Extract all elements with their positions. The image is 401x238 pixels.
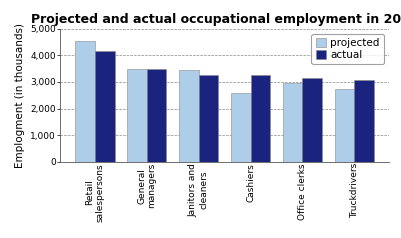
Bar xyxy=(283,83,302,162)
Bar xyxy=(251,75,270,162)
Bar xyxy=(231,93,251,162)
Bar xyxy=(334,89,354,162)
Title: Projected and actual occupational employment in 2000: Projected and actual occupational employ… xyxy=(31,13,401,26)
Bar xyxy=(75,41,95,162)
Bar xyxy=(354,80,374,162)
Bar xyxy=(198,75,218,162)
Bar xyxy=(179,70,198,162)
Bar xyxy=(147,69,166,162)
Bar xyxy=(302,78,322,162)
Legend: projected, actual: projected, actual xyxy=(312,34,384,64)
Bar xyxy=(95,50,115,162)
Y-axis label: Emplogment (in thousands): Emplogment (in thousands) xyxy=(15,23,25,168)
Bar xyxy=(127,69,147,162)
